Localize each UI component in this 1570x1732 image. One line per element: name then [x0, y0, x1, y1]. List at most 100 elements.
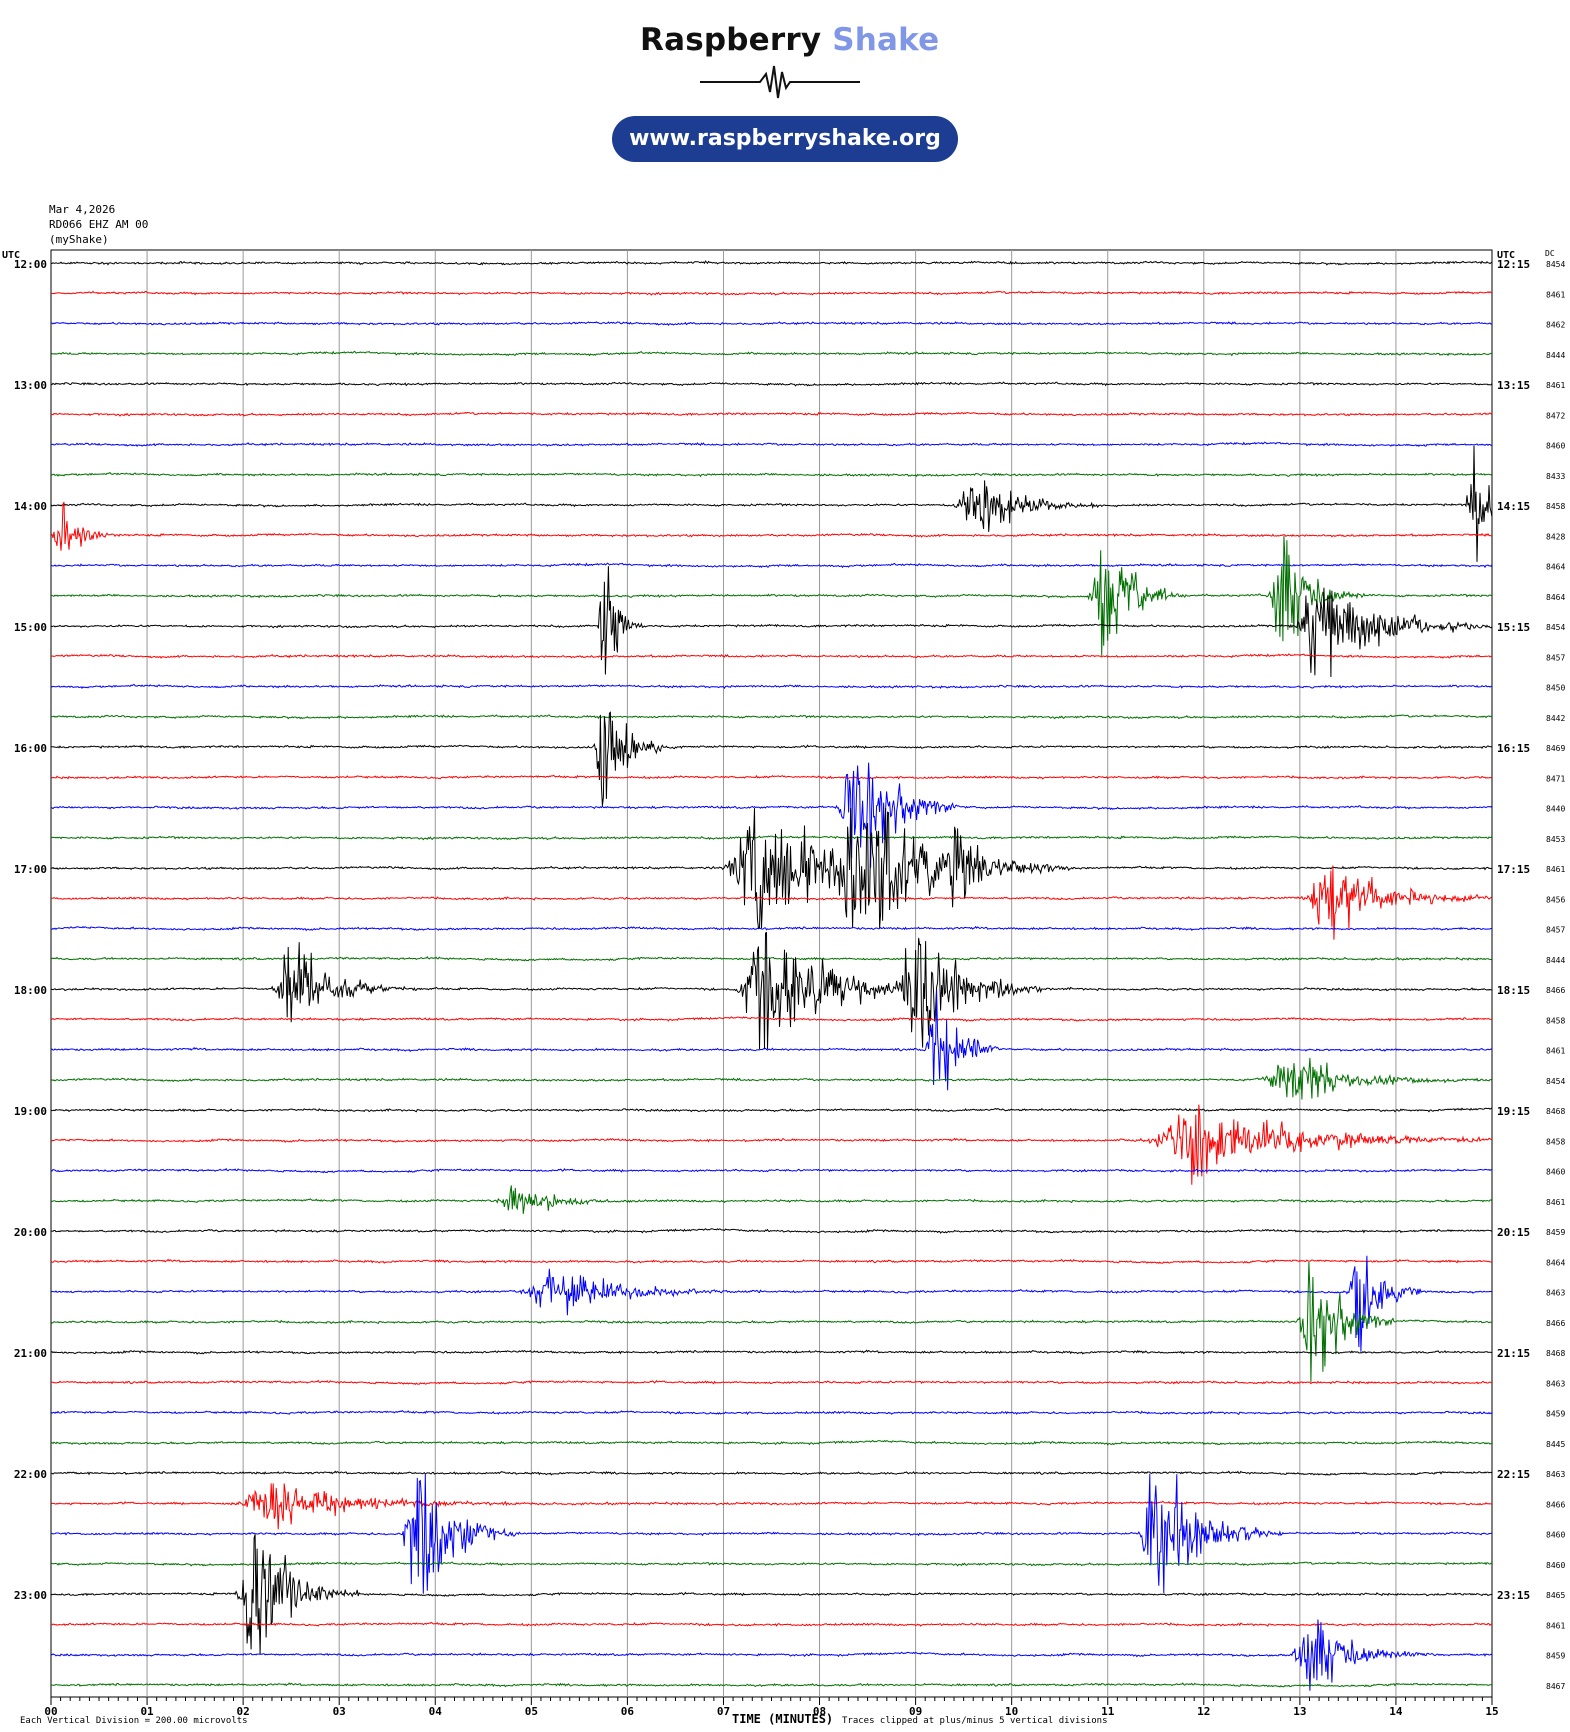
dc-offset-label: 8457: [1546, 653, 1565, 662]
dc-offset-label: 8433: [1546, 472, 1565, 481]
x-tick-label: 14: [1389, 1705, 1403, 1718]
right-utc-label: UTC: [1497, 250, 1515, 261]
x-axis-label: TIME (MINUTES): [732, 1712, 834, 1726]
trace-line: [50, 774, 1493, 780]
dc-offset-label: 8454: [1546, 260, 1565, 269]
dc-offset-label: 8458: [1546, 502, 1565, 511]
x-tick-label: 00: [44, 1705, 57, 1718]
x-tick-label: 11: [1101, 1705, 1115, 1718]
brand-logo: Raspberry Shake: [640, 22, 939, 58]
dc-offset-label: 8461: [1546, 865, 1565, 874]
trace-line: [50, 381, 1493, 387]
hour-label-right: 22:15: [1497, 1468, 1530, 1481]
dc-offset-label: 8460: [1546, 1561, 1565, 1570]
dc-offset-label: 8460: [1546, 1531, 1565, 1540]
trace-line: [50, 471, 1493, 478]
trace-line: [50, 1255, 1493, 1352]
trace-line: [51, 321, 1493, 327]
dc-offset-label: 8456: [1546, 895, 1565, 904]
trace-line: [50, 1561, 1493, 1567]
dc-offset-label: 8457: [1546, 926, 1565, 935]
network-label: (myShake): [49, 233, 109, 246]
x-tick-label: 12: [1197, 1705, 1210, 1718]
dc-offset-label: 8461: [1546, 290, 1565, 299]
dc-offset-label: 8464: [1546, 563, 1565, 572]
dc-offset-label: 8463: [1546, 1470, 1565, 1479]
trace-line: [51, 925, 1493, 932]
hour-label-left: 21:00: [14, 1347, 47, 1360]
trace-line: [50, 1349, 1493, 1355]
trace-line: [50, 1439, 1492, 1446]
trace-line: [50, 1470, 1493, 1476]
trace-line: [50, 931, 1493, 1050]
hour-label-right: 23:15: [1497, 1589, 1530, 1602]
dc-offset-label: 8468: [1546, 1349, 1565, 1358]
trace-line: [51, 1473, 1493, 1594]
trace-line: [50, 535, 1493, 656]
seismic-wave-icon: [700, 65, 860, 99]
dc-offset-label: 8428: [1546, 532, 1565, 541]
x-tick-label: 09: [909, 1705, 922, 1718]
dc-offset-label: 8466: [1546, 1500, 1565, 1509]
website-link[interactable]: www.raspberryshake.org: [612, 116, 958, 162]
x-tick-label: 02: [237, 1705, 250, 1718]
dc-offset-label: 8461: [1546, 1047, 1565, 1056]
trace-line: [50, 1379, 1492, 1386]
trace-line: [50, 1483, 1493, 1530]
hour-label-right: 17:15: [1497, 863, 1530, 876]
hour-label-left: 17:00: [14, 863, 47, 876]
trace-line: [50, 1016, 1493, 1023]
x-tick-label: 13: [1293, 1705, 1306, 1718]
trace-line: [50, 865, 1493, 940]
trace-line: [50, 1258, 1493, 1264]
x-tick-label: 04: [429, 1705, 443, 1718]
hour-label-left: 13:00: [14, 379, 47, 392]
trace-line: [50, 445, 1493, 562]
hour-label-right: 12:15: [1497, 258, 1530, 271]
hour-label-left: 14:00: [14, 500, 47, 513]
trace-line: [50, 1534, 1493, 1655]
dc-offset-label: 8471: [1546, 774, 1565, 783]
x-tick-label: 07: [717, 1705, 730, 1718]
x-tick-label: 06: [621, 1705, 635, 1718]
dc-offset-label: 8444: [1546, 351, 1565, 360]
x-tick-label: 03: [333, 1705, 346, 1718]
hour-label-right: 18:15: [1497, 984, 1530, 997]
trace-line: [50, 501, 1493, 551]
trace-line: [50, 1682, 1493, 1688]
trace-line: [50, 350, 1493, 357]
hour-label-right: 15:15: [1497, 621, 1530, 634]
trace-line: [50, 711, 1493, 806]
dc-offset-label: 8461: [1546, 381, 1565, 390]
dc-offset-label: 8465: [1546, 1591, 1565, 1600]
dc-offset-label: 8469: [1546, 744, 1565, 753]
x-tick-label: 08: [813, 1705, 826, 1718]
dc-offset-label: 8460: [1546, 1168, 1565, 1177]
dc-offset-label: 8440: [1546, 805, 1565, 814]
brand-part1: Raspberry: [640, 22, 822, 58]
trace-line: [50, 956, 1493, 962]
x-tick-label: 01: [140, 1705, 154, 1718]
header: Raspberry Shake www.raspberryshake.org: [0, 0, 1570, 180]
vertical-division-note: Each Vertical Division = 200.00 microvol…: [20, 1716, 248, 1726]
x-tick-label: 15: [1485, 1705, 1498, 1718]
dc-offset-label: 8464: [1546, 1258, 1565, 1267]
trace-line: [50, 1104, 1493, 1185]
dc-offset-label: 8450: [1546, 684, 1565, 693]
hour-label-right: 20:15: [1497, 1226, 1530, 1239]
trace-line: [50, 835, 1493, 841]
trace-line: [50, 762, 1493, 868]
dc-offset-label: 8461: [1546, 1198, 1565, 1207]
dc-offset-label: 8463: [1546, 1289, 1565, 1298]
hour-label-left: 19:00: [14, 1105, 47, 1118]
trace-line: [50, 653, 1493, 659]
hour-label-left: 18:00: [14, 984, 47, 997]
hour-label-left: 20:00: [14, 1226, 47, 1239]
hour-label-right: 21:15: [1497, 1347, 1530, 1360]
trace-line: [50, 1261, 1493, 1382]
trace-line: [50, 808, 1493, 929]
hour-label-left: 15:00: [14, 621, 47, 634]
trace-line: [50, 714, 1493, 720]
hour-label-right: 14:15: [1497, 500, 1530, 513]
